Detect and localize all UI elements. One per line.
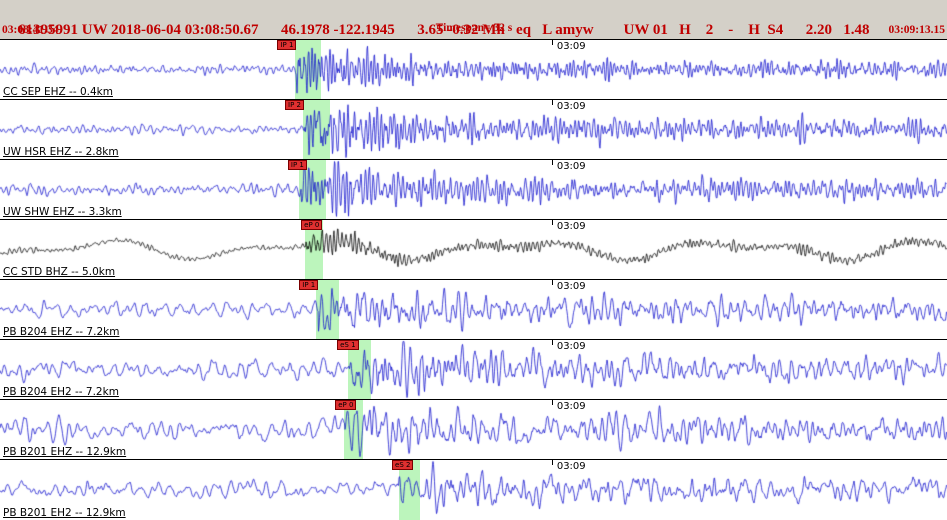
minute-label: 03:09 <box>556 101 586 112</box>
minute-tick <box>552 220 554 225</box>
trace-list: 03:09 IP 1 CC SEP EHZ -- 0.4km 03:09 IP 2 UW … <box>0 40 947 520</box>
trace-row-pb-b204-ehz-7-2km[interactable]: 03:09 IP 1 PB B204 EHZ -- 7.2km <box>0 280 947 340</box>
waveform-canvas[interactable] <box>0 160 947 219</box>
station-label[interactable]: PB B204 EHZ -- 7.2km <box>3 326 120 338</box>
event-summary-text: 61395991 UW 2018-06-04 03:08:50.67 46.19… <box>18 22 870 38</box>
minute-tick <box>552 340 554 345</box>
station-label[interactable]: UW SHW EHZ -- 3.3km <box>3 206 122 218</box>
pick-flag-ip-2[interactable]: IP 2 <box>285 100 305 110</box>
waveform-canvas[interactable] <box>0 340 947 399</box>
waveform-canvas[interactable] <box>0 400 947 459</box>
station-label[interactable]: PB B201 EH2 -- 12.9km <box>3 507 126 519</box>
minute-label: 03:09 <box>556 161 586 172</box>
trace-row-pb-b201-ehz-12-9km[interactable]: 03:09 eP 0 PB B201 EHZ -- 12.9km <box>0 400 947 460</box>
window-start-time: 03:08:41.34 <box>2 24 59 36</box>
pick-flag-ip-1[interactable]: IP 1 <box>287 160 307 170</box>
pick-flag-ip-1[interactable]: IP 1 <box>277 40 297 50</box>
minute-label: 03:09 <box>556 461 586 472</box>
pick-flag-es-1[interactable]: eS 1 <box>337 340 359 350</box>
minute-tick <box>552 160 554 165</box>
waveform-canvas[interactable] <box>0 280 947 339</box>
minute-label: 03:09 <box>556 221 586 232</box>
station-label[interactable]: CC SEP EHZ -- 0.4km <box>3 86 113 98</box>
trace-row-pb-b201-eh2-12-9km[interactable]: 03:09 eS 2 PB B201 EH2 -- 12.9km <box>0 460 947 520</box>
event-header: 61395991 UW 2018-06-04 03:08:50.67 46.19… <box>0 0 947 38</box>
minute-label: 03:09 <box>556 341 586 352</box>
station-label[interactable]: PB B204 EH2 -- 7.2km <box>3 386 119 398</box>
minute-label: 03:09 <box>556 401 586 412</box>
pick-flag-ip-1[interactable]: IP 1 <box>299 280 319 290</box>
minute-tick <box>552 280 554 285</box>
station-label[interactable]: PB B201 EHZ -- 12.9km <box>3 446 127 458</box>
window-end-time: 03:09:13.15 <box>888 24 945 36</box>
minute-tick <box>552 100 554 105</box>
time-bar: 03:08:41.34 Timespan= 32 s 03:09:13.15 <box>0 20 947 40</box>
station-label[interactable]: CC STD BHZ -- 5.0km <box>3 266 116 278</box>
trace-row-cc-std-bhz-5-0km[interactable]: 03:09 eP 0 CC STD BHZ -- 5.0km <box>0 220 947 280</box>
minute-label: 03:09 <box>556 281 586 292</box>
pick-flag-ep-0[interactable]: eP 0 <box>301 220 323 230</box>
timespan-label: Timespan= 32 s <box>435 22 513 34</box>
waveform-canvas[interactable] <box>0 460 947 519</box>
station-label[interactable]: UW HSR EHZ -- 2.8km <box>3 146 119 158</box>
trace-row-cc-sep-ehz-0-4km[interactable]: 03:09 IP 1 CC SEP EHZ -- 0.4km <box>0 40 947 100</box>
waveform-canvas[interactable] <box>0 100 947 159</box>
trace-row-uw-hsr-ehz-2-8km[interactable]: 03:09 IP 2 UW HSR EHZ -- 2.8km <box>0 100 947 160</box>
minute-tick <box>552 460 554 465</box>
waveform-canvas[interactable] <box>0 40 947 99</box>
waveform-canvas[interactable] <box>0 220 947 279</box>
pick-flag-es-2[interactable]: eS 2 <box>392 460 414 470</box>
minute-label: 03:09 <box>556 41 586 52</box>
pick-flag-ep-0[interactable]: eP 0 <box>335 400 357 410</box>
minute-tick <box>552 400 554 405</box>
trace-row-uw-shw-ehz-3-3km[interactable]: 03:09 IP 1 UW SHW EHZ -- 3.3km <box>0 160 947 220</box>
minute-tick <box>552 40 554 45</box>
trace-row-pb-b204-eh2-7-2km[interactable]: 03:09 eS 1 PB B204 EH2 -- 7.2km <box>0 340 947 400</box>
